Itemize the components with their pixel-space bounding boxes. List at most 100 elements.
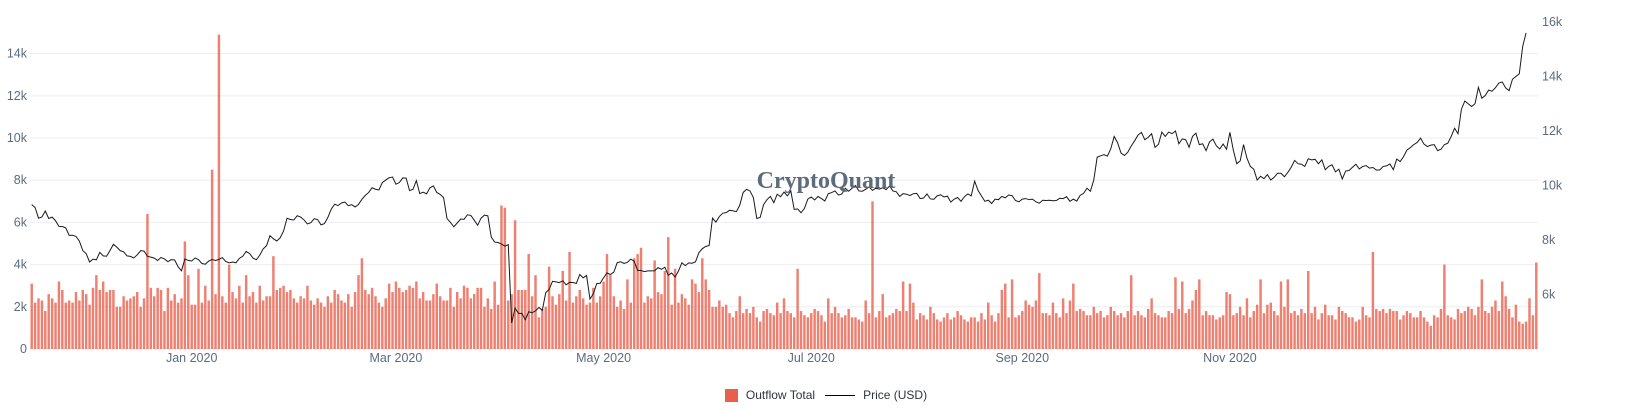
outflow-bar[interactable] — [1432, 315, 1436, 349]
outflow-bar[interactable] — [711, 306, 714, 349]
outflow-bar[interactable] — [136, 292, 139, 349]
outflow-bar[interactable] — [176, 302, 180, 349]
outflow-bar[interactable] — [1361, 306, 1364, 349]
outflow-bar[interactable] — [1024, 300, 1027, 349]
outflow-bar[interactable] — [187, 275, 190, 349]
outflow-bar[interactable] — [922, 315, 925, 349]
outflow-bar[interactable] — [765, 308, 769, 349]
outflow-bar[interactable] — [1078, 308, 1082, 349]
outflow-bar[interactable] — [983, 319, 987, 349]
outflow-bar[interactable] — [1204, 311, 1208, 349]
outflow-bar[interactable] — [438, 296, 442, 349]
outflow-bar[interactable] — [1167, 311, 1170, 349]
outflow-bar[interactable] — [1521, 323, 1524, 349]
outflow-bar[interactable] — [884, 317, 888, 349]
outflow-bar[interactable] — [125, 300, 129, 349]
outflow-bar[interactable] — [1293, 311, 1296, 349]
outflow-bar[interactable] — [626, 279, 629, 349]
outflow-bar[interactable] — [861, 321, 864, 349]
outflow-bar[interactable] — [166, 287, 170, 349]
outflow-bar[interactable] — [530, 296, 534, 349]
outflow-bar[interactable] — [1419, 311, 1422, 349]
outflow-bar[interactable] — [1116, 315, 1119, 349]
outflow-bar[interactable] — [50, 298, 54, 349]
outflow-bar[interactable] — [1313, 306, 1317, 349]
outflow-bar[interactable] — [387, 283, 391, 349]
outflow-bar[interactable] — [527, 254, 530, 349]
outflow-bar[interactable] — [1460, 313, 1463, 349]
outflow-bar[interactable] — [639, 247, 643, 349]
outflow-bar[interactable] — [881, 294, 884, 349]
outflow-bar[interactable] — [891, 313, 895, 349]
outflow-bar[interactable] — [1412, 317, 1415, 349]
outflow-bar[interactable] — [1344, 313, 1347, 349]
outflow-bar[interactable] — [1269, 302, 1273, 349]
outflow-bar[interactable] — [261, 300, 265, 349]
outflow-bar[interactable] — [200, 302, 204, 349]
outflow-bar[interactable] — [942, 317, 946, 349]
outflow-bar[interactable] — [1014, 317, 1017, 349]
outflow-bar[interactable] — [1303, 313, 1307, 349]
outflow-bar[interactable] — [663, 270, 667, 349]
outflow-bar[interactable] — [313, 304, 316, 349]
outflow-bar[interactable] — [74, 292, 78, 349]
outflow-bar[interactable] — [898, 311, 901, 349]
outflow-bar[interactable] — [1364, 315, 1368, 349]
outflow-bar[interactable] — [724, 304, 728, 349]
outflow-bar[interactable] — [432, 294, 435, 349]
outflow-bar[interactable] — [1164, 317, 1167, 349]
outflow-bar[interactable] — [707, 289, 711, 349]
outflow-bar[interactable] — [1392, 311, 1395, 349]
outflow-bar[interactable] — [462, 285, 466, 349]
outflow-bar[interactable] — [612, 296, 616, 349]
outflow-bar[interactable] — [1184, 313, 1187, 349]
outflow-bar[interactable] — [796, 268, 799, 349]
outflow-bar[interactable] — [1507, 308, 1511, 349]
outflow-bar[interactable] — [1140, 315, 1143, 349]
price-line-group[interactable] — [31, 32, 1527, 324]
outflow-bar[interactable] — [421, 292, 425, 349]
outflow-bars[interactable] — [30, 34, 1538, 349]
outflow-bar[interactable] — [1528, 298, 1531, 349]
outflow-bar[interactable] — [333, 289, 336, 349]
outflow-bar[interactable] — [956, 311, 959, 349]
outflow-bar[interactable] — [57, 281, 61, 349]
outflow-bar[interactable] — [1381, 308, 1385, 349]
outflow-bar[interactable] — [1198, 279, 1201, 349]
outflow-bar[interactable] — [636, 254, 639, 349]
outflow-bar[interactable] — [598, 296, 602, 349]
outflow-bar[interactable] — [330, 302, 333, 349]
outflow-bar[interactable] — [1490, 306, 1494, 349]
outflow-bar[interactable] — [987, 302, 990, 349]
outflow-bar[interactable] — [1518, 321, 1521, 349]
outflow-bar[interactable] — [731, 317, 735, 349]
outflow-bar[interactable] — [1143, 317, 1147, 349]
outflow-bar[interactable] — [1245, 298, 1249, 349]
outflow-bar[interactable] — [398, 287, 401, 349]
outflow-bar[interactable] — [585, 304, 588, 349]
outflow-bar[interactable] — [105, 292, 108, 349]
outflow-bar[interactable] — [779, 313, 782, 349]
outflow-bar[interactable] — [1415, 317, 1419, 349]
outflow-bar[interactable] — [912, 302, 915, 349]
outflow-bar[interactable] — [915, 319, 918, 349]
outflow-bar[interactable] — [1238, 306, 1242, 349]
outflow-bar[interactable] — [935, 319, 939, 349]
outflow-bar[interactable] — [646, 296, 650, 349]
outflow-bar[interactable] — [214, 294, 217, 349]
outflow-bar[interactable] — [997, 313, 1000, 349]
outflow-bar[interactable] — [248, 296, 251, 349]
outflow-bar[interactable] — [1072, 283, 1075, 349]
outflow-bar[interactable] — [1041, 313, 1044, 349]
outflow-bar[interactable] — [336, 294, 340, 349]
outflow-bar[interactable] — [772, 315, 776, 349]
outflow-bar[interactable] — [558, 294, 561, 349]
outflow-bar[interactable] — [149, 287, 153, 349]
outflow-bar[interactable] — [1225, 292, 1228, 349]
outflow-bar[interactable] — [445, 300, 449, 349]
outflow-bar[interactable] — [285, 292, 289, 349]
outflow-bar[interactable] — [1191, 300, 1194, 349]
outflow-bar[interactable] — [1092, 306, 1095, 349]
outflow-bar[interactable] — [1048, 315, 1051, 349]
outflow-bar[interactable] — [316, 298, 319, 349]
